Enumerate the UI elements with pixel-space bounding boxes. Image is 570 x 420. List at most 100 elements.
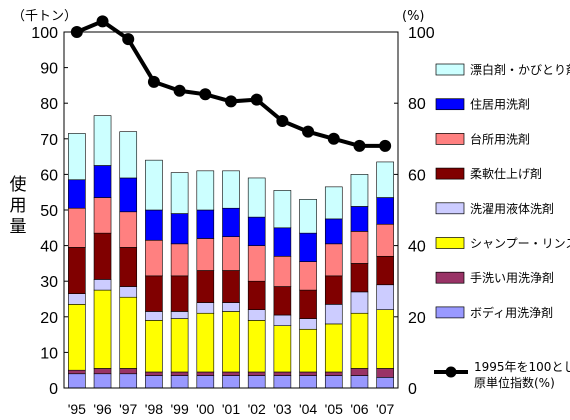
legend-swatch — [435, 237, 465, 249]
y-tick-label: 0 — [49, 381, 58, 398]
bar-segment — [273, 227, 292, 257]
bar-segment — [222, 371, 240, 376]
bar-segment — [119, 373, 138, 389]
bar-segment — [376, 223, 394, 257]
bar-segment — [93, 197, 112, 234]
bar-segment — [273, 375, 292, 389]
x-tick-label: '96 — [93, 401, 111, 417]
bar-segment — [299, 318, 317, 330]
bar-segment — [222, 270, 240, 303]
bar-segment — [247, 320, 266, 373]
bar-segment — [119, 177, 138, 213]
x-tick-label: '04 — [299, 401, 317, 417]
bar-segment — [376, 197, 394, 225]
bar-segment — [93, 165, 112, 198]
bar-segment — [247, 245, 266, 282]
y-tick-label: 100 — [31, 25, 58, 42]
bar-segment — [119, 286, 138, 298]
bars-group — [68, 115, 394, 389]
y-tick-label: 60 — [40, 167, 58, 184]
bar-segment — [273, 190, 292, 229]
index-point — [353, 139, 366, 152]
bar-segment — [222, 236, 240, 271]
index-point — [199, 88, 212, 101]
legend-swatch — [435, 202, 465, 215]
legend-label: 1995年を100とした — [474, 360, 570, 374]
bar-segment — [68, 369, 86, 375]
bar-segment — [350, 263, 369, 293]
bar-segment — [170, 318, 189, 373]
bar-segment — [273, 325, 292, 373]
index-point — [327, 132, 340, 145]
legend-swatch — [435, 98, 465, 111]
bar-segment — [350, 375, 369, 389]
y-tick-label: 50 — [40, 203, 58, 220]
y-axis-label: 使用量 — [10, 174, 27, 237]
index-point — [276, 115, 289, 127]
legend-label: 柔軟仕上げ剤 — [470, 166, 542, 181]
x-tick-label: '06 — [350, 401, 368, 417]
x-tick-label: '00 — [196, 401, 214, 417]
bar-segment — [196, 302, 215, 314]
bar-segment — [93, 368, 112, 375]
bar-segment — [170, 172, 189, 214]
legend-line-marker — [445, 366, 457, 378]
bar-segment — [324, 218, 343, 245]
bar-segment — [170, 371, 189, 376]
y2-tick-label: 0 — [408, 381, 417, 398]
x-tick-label: '01 — [222, 401, 240, 417]
legend-label: 台所用洗剤 — [470, 131, 530, 146]
x-tick-label: '05 — [325, 401, 343, 417]
bar-segment — [376, 309, 394, 369]
bar-segment — [145, 375, 163, 389]
bar-segment — [68, 207, 86, 248]
bar-segment — [273, 314, 292, 326]
bar-segment — [350, 174, 369, 207]
bar-segment — [68, 304, 86, 371]
bar-segment — [119, 247, 138, 287]
index-line-group — [70, 15, 392, 152]
bar-segment — [350, 368, 369, 376]
bar-segment — [376, 368, 394, 378]
bar-segment — [247, 371, 266, 376]
index-point — [225, 95, 237, 108]
bar-segment — [93, 232, 112, 280]
legend-swatch — [435, 271, 465, 284]
bar-segment — [299, 261, 317, 291]
bar-segment — [119, 211, 138, 248]
bar-segment — [376, 377, 394, 389]
bar-segment — [273, 255, 292, 287]
legend-swatch — [435, 133, 465, 145]
bar-segment — [247, 280, 266, 310]
y2-tick-label: 60 — [408, 167, 426, 184]
bar-segment — [145, 371, 163, 376]
bar-segment — [247, 216, 266, 246]
axes-group: 0 10 20 30 40 50 60 70 80 90 100 0 20 40 60 80 100 '95 '96… — [31, 25, 435, 417]
bar-segment — [299, 289, 317, 319]
legend-swatch — [435, 167, 465, 180]
legend-label: 原単位指数(%) — [474, 375, 555, 390]
legend: 漂白剤・かびとり剤住居用洗剤台所用洗剤柔軟仕上げ剤洗濯用液体洗剤シャンプー・リン… — [434, 62, 570, 390]
x-tick-label: '99 — [170, 401, 188, 417]
bar-segment — [196, 270, 215, 303]
index-point — [122, 33, 135, 46]
bar-segment — [376, 284, 394, 310]
bar-segment — [196, 371, 215, 376]
bar-segment — [170, 213, 189, 245]
bar-segment — [196, 238, 215, 271]
bar-segment — [196, 312, 215, 373]
bar-segment — [324, 275, 343, 305]
bar-segment — [247, 375, 266, 389]
bar-segment — [68, 293, 86, 305]
y-tick-label: 80 — [40, 96, 58, 113]
index-point — [96, 15, 109, 28]
bar-segment — [145, 275, 163, 312]
bar-segment — [196, 209, 215, 239]
bar-segment — [247, 309, 266, 321]
index-point — [302, 125, 315, 138]
y2-tick-label: 20 — [408, 310, 426, 327]
bar-segment — [145, 159, 163, 211]
y-tick-label: 20 — [40, 310, 58, 327]
left-unit-label: （千トン） — [12, 9, 77, 24]
index-point — [147, 75, 160, 88]
